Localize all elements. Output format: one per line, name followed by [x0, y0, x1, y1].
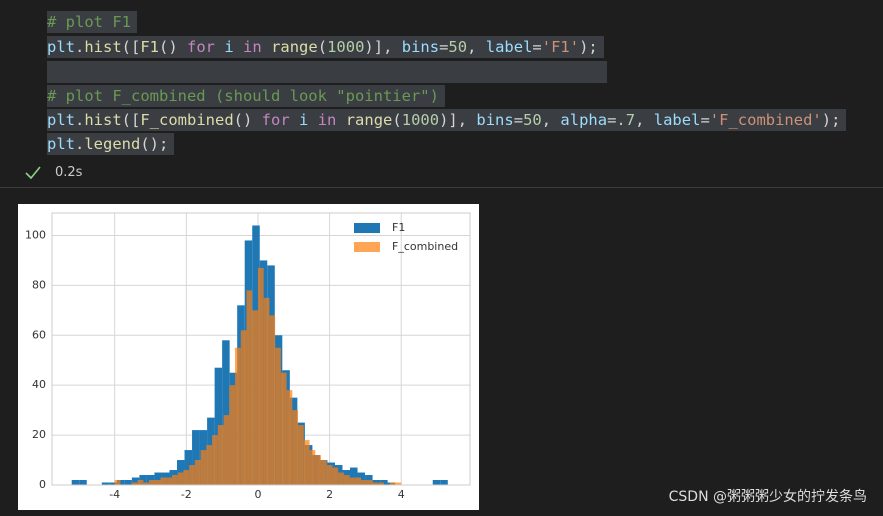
- hist-bar: [229, 385, 236, 485]
- legend-swatch: [354, 242, 380, 252]
- hist-bar: [177, 472, 184, 485]
- axes-frame: [51, 212, 471, 486]
- hist-bar: [146, 475, 155, 485]
- hist-bar: [240, 330, 247, 485]
- hist-bar: [194, 460, 201, 485]
- hist-bar: [326, 465, 333, 485]
- hist-bar: [183, 470, 190, 485]
- hist-bar: [143, 482, 150, 485]
- x-tick-label: -4: [109, 488, 120, 501]
- hist-bar: [171, 475, 178, 485]
- code-cell: # plot F1 plt.hist([F1() for i in range(…: [0, 0, 883, 188]
- hist-bar: [222, 340, 230, 485]
- hist-bar: [315, 455, 321, 485]
- hist-bar: [350, 467, 358, 485]
- hist-bar: [395, 482, 402, 485]
- hist-bar: [160, 477, 167, 485]
- hist-bar: [192, 430, 200, 485]
- hist-bar: [365, 475, 373, 485]
- hist-bar: [200, 450, 207, 485]
- hist-bar: [206, 445, 213, 485]
- y-tick-label: 100: [25, 228, 46, 241]
- y-tick-label: 20: [32, 428, 46, 441]
- hist-bar: [275, 347, 281, 485]
- hist-bar: [114, 480, 121, 485]
- hist-bar: [338, 472, 344, 485]
- hist-bar: [252, 310, 258, 485]
- hist-bar: [217, 425, 224, 485]
- hist-bar: [154, 472, 162, 485]
- hist-bar: [269, 315, 276, 485]
- code-line: plt.legend();: [47, 133, 175, 155]
- hist-bar: [286, 390, 293, 485]
- hist-bar: [246, 290, 253, 485]
- hist-bar: [332, 467, 339, 485]
- hist-bar: [309, 450, 316, 485]
- x-tick-label: 2: [326, 488, 333, 501]
- hist-bar: [280, 372, 287, 485]
- hist-bar: [149, 480, 155, 485]
- x-tick-label: -2: [181, 488, 192, 501]
- hist-bar: [349, 477, 356, 485]
- x-tick-label: 0: [254, 488, 261, 501]
- hist-bar: [101, 482, 110, 485]
- hist-bar: [389, 482, 396, 485]
- code-line: plt.hist([F_combined() for i in range(10…: [47, 109, 847, 131]
- hist-bar: [257, 267, 264, 485]
- hist-bar: [357, 472, 366, 485]
- hist-bar: [366, 480, 373, 485]
- hist-bar: [131, 482, 138, 485]
- hist-bar: [166, 477, 172, 485]
- hist-bar: [303, 440, 310, 485]
- hist-bar: [298, 425, 304, 485]
- y-tick-label: 60: [32, 328, 46, 341]
- x-tick-label: 4: [398, 488, 405, 501]
- hist-bar: [432, 480, 441, 485]
- y-tick-label: 0: [39, 478, 46, 491]
- legend-label: F1: [392, 221, 405, 234]
- hist-bar: [212, 435, 218, 485]
- chart: 0 20 40 60 80 100 -4 -2 0 2 4 F1 F_combined: [18, 204, 479, 510]
- hist-bar: [355, 477, 362, 485]
- hist-bar: [109, 482, 117, 485]
- hist-bar: [235, 347, 241, 485]
- hist-bar: [184, 450, 193, 485]
- legend-label: F_combined: [392, 240, 458, 253]
- code-line: # plot F_combined (should look "pointier…: [47, 85, 445, 107]
- hist-bar: [440, 480, 448, 485]
- code-line: # plot F1: [47, 11, 137, 33]
- hist-bar: [378, 482, 385, 485]
- y-tick-label: 80: [32, 278, 46, 291]
- hist-bar: [189, 465, 195, 485]
- hist-bar: [292, 410, 299, 485]
- exec-time: 0.2s: [55, 165, 83, 180]
- code-line-blank: [47, 61, 607, 83]
- hist-bar: [372, 482, 379, 485]
- hist-bar: [124, 480, 132, 485]
- hist-bar: [361, 480, 367, 485]
- hist-bar: [343, 475, 350, 485]
- watermark: CSDN @粥粥粥少女的拧发条鸟: [668, 489, 867, 505]
- hist-bar: [116, 480, 125, 485]
- hist-bar: [131, 477, 140, 485]
- hist-bar: [137, 480, 144, 485]
- legend-swatch: [354, 223, 380, 233]
- hist-bar: [223, 415, 230, 485]
- y-tick-label: 40: [32, 378, 46, 391]
- hist-bar: [320, 460, 327, 485]
- hist-bar: [79, 480, 87, 485]
- code-line: plt.hist([F1() for i in range(1000)], bi…: [47, 36, 604, 58]
- success-icon: [25, 166, 41, 180]
- hist-bar: [154, 480, 161, 485]
- hist-bar: [263, 297, 270, 485]
- hist-bar: [71, 480, 80, 485]
- hist-bar: [139, 475, 147, 485]
